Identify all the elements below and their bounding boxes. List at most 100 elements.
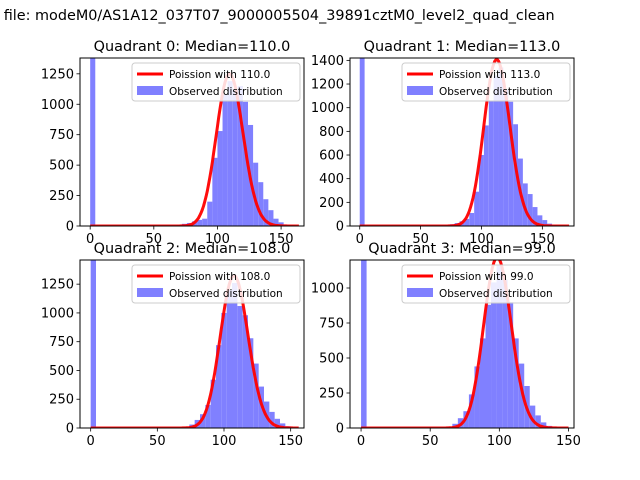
histogram-bar	[474, 191, 480, 226]
quadrant-1-plot-area	[359, 58, 570, 226]
histogram-bar	[507, 302, 514, 428]
quadrant-0-frame	[79, 57, 305, 227]
y-tick-label: 800	[319, 125, 344, 140]
y-tick-label: 500	[49, 364, 74, 379]
quadrant-1-frame	[349, 57, 575, 227]
y-tick-label: 1250	[41, 278, 74, 293]
histogram-bar	[90, 260, 96, 428]
histogram-bar	[226, 289, 232, 428]
y-tick-label: 0	[336, 422, 344, 437]
legend-box	[401, 62, 571, 102]
histogram-bar	[503, 89, 509, 226]
histogram-bar	[237, 306, 243, 428]
histogram-bar	[263, 199, 269, 226]
y-tick-label: 250	[49, 393, 74, 408]
x-tick-label: 50	[146, 232, 163, 247]
x-tick-label: 100	[487, 434, 512, 449]
quadrant-3-axes: 0 50 100 150 0 250 500 750 1000 Quadrant 3: Media…	[311, 241, 581, 449]
x-tick-label: 150	[269, 232, 294, 247]
legend-hist-swatch	[137, 288, 163, 297]
histogram-bar	[280, 423, 286, 428]
figure-suptitle: n file: modeM0/AS1A12_037T07_9000005504_…	[0, 8, 640, 24]
histogram-bar	[513, 124, 518, 226]
histogram-bar	[479, 338, 486, 428]
figure-suptitle-text: n file: modeM0/AS1A12_037T07_9000005504_…	[0, 8, 555, 24]
quadrant-0-title: Quadrant 0: Median=110.0	[94, 39, 291, 55]
quadrant-0-legend: Poission with 110.0 Observed distribution	[131, 62, 301, 102]
x-tick-label: 0	[357, 434, 365, 449]
histogram-bar	[232, 283, 238, 428]
histogram-bar	[227, 81, 233, 226]
x-tick-label: 100	[205, 232, 230, 247]
y-tick-label: 750	[319, 317, 344, 332]
y-tick-label: 1200	[311, 78, 344, 93]
legend-poisson-label: Poission with 110.0	[169, 69, 270, 81]
y-tick-label: 600	[319, 149, 344, 164]
y-tick-label: 1000	[311, 101, 344, 116]
histogram-bar	[496, 265, 503, 428]
histogram-bar	[222, 94, 228, 226]
legend-hist-swatch	[407, 288, 433, 297]
legend-hist-label: Observed distribution	[169, 86, 283, 98]
y-tick-label: 0	[66, 422, 74, 437]
histogram-bar	[359, 58, 365, 226]
histogram-bar	[468, 394, 475, 428]
histogram-bar	[535, 415, 541, 428]
legend-poisson-label: Poission with 108.0	[169, 271, 270, 283]
quadrant-2-plot-area	[90, 260, 299, 428]
quadrant-2-legend: Poission with 108.0 Observed distribution	[131, 264, 301, 304]
x-tick-label: 0	[86, 232, 94, 247]
x-tick-label: 50	[422, 434, 439, 449]
histogram-bar	[479, 155, 484, 226]
histogram-bar	[464, 218, 470, 226]
x-tick-label: 150	[556, 434, 581, 449]
y-tick-label: 250	[49, 189, 74, 204]
legend-poisson-label: Poission with 99.0	[439, 271, 534, 283]
histogram-bar	[269, 411, 275, 428]
histogram-bar	[537, 215, 543, 226]
y-tick-label: 500	[49, 159, 74, 174]
y-tick-label: 0	[336, 220, 344, 235]
histogram-bar	[493, 75, 499, 226]
y-tick-label: 1250	[41, 67, 74, 82]
y-tick-label: 200	[319, 196, 344, 211]
histogram-bar	[242, 315, 248, 428]
histogram-bar	[469, 212, 475, 226]
histogram-bar	[540, 422, 547, 428]
poisson-curve	[360, 260, 569, 428]
poisson-curve	[359, 58, 570, 226]
quadrant-0-plot-area	[90, 58, 300, 226]
legend-box	[131, 264, 301, 304]
histogram-bar	[212, 157, 218, 226]
y-tick-label: 1000	[41, 306, 74, 321]
legend-hist-label: Observed distribution	[439, 288, 553, 300]
y-tick-label: 500	[319, 352, 344, 367]
y-tick-label: 750	[49, 335, 74, 350]
histogram-bar	[253, 162, 259, 226]
legend-hist-label: Observed distribution	[439, 86, 553, 98]
histogram-bar	[508, 101, 514, 226]
x-tick-label: 150	[530, 232, 555, 247]
quadrant-3-legend: Poission with 99.0 Observed distribution	[401, 264, 571, 304]
histogram-bar	[542, 220, 548, 226]
y-tick-label: 400	[319, 172, 344, 187]
x-tick-label: 100	[212, 434, 237, 449]
poisson-curve	[90, 72, 300, 226]
quadrant-2-title: Quadrant 2: Median=108.0	[94, 241, 291, 257]
histogram-bar	[488, 100, 494, 226]
histogram-bar	[210, 379, 216, 428]
legend-box	[401, 264, 571, 304]
histogram-bar	[483, 125, 489, 226]
histogram-bar	[207, 201, 213, 226]
legend-box	[131, 62, 301, 102]
x-tick-label: 100	[469, 232, 494, 247]
quadrant-1-axes: 0 50 100 150 0 200 400 600 800 1000 1200 1400 Quadra…	[311, 39, 575, 247]
histogram-bar	[248, 338, 254, 428]
quadrant-2-frame	[79, 259, 305, 429]
histogram-bar	[532, 207, 538, 226]
x-tick-label: 50	[149, 434, 166, 449]
histogram-bar	[274, 418, 280, 428]
histogram-bar	[237, 86, 243, 226]
histogram-bar	[232, 89, 238, 226]
